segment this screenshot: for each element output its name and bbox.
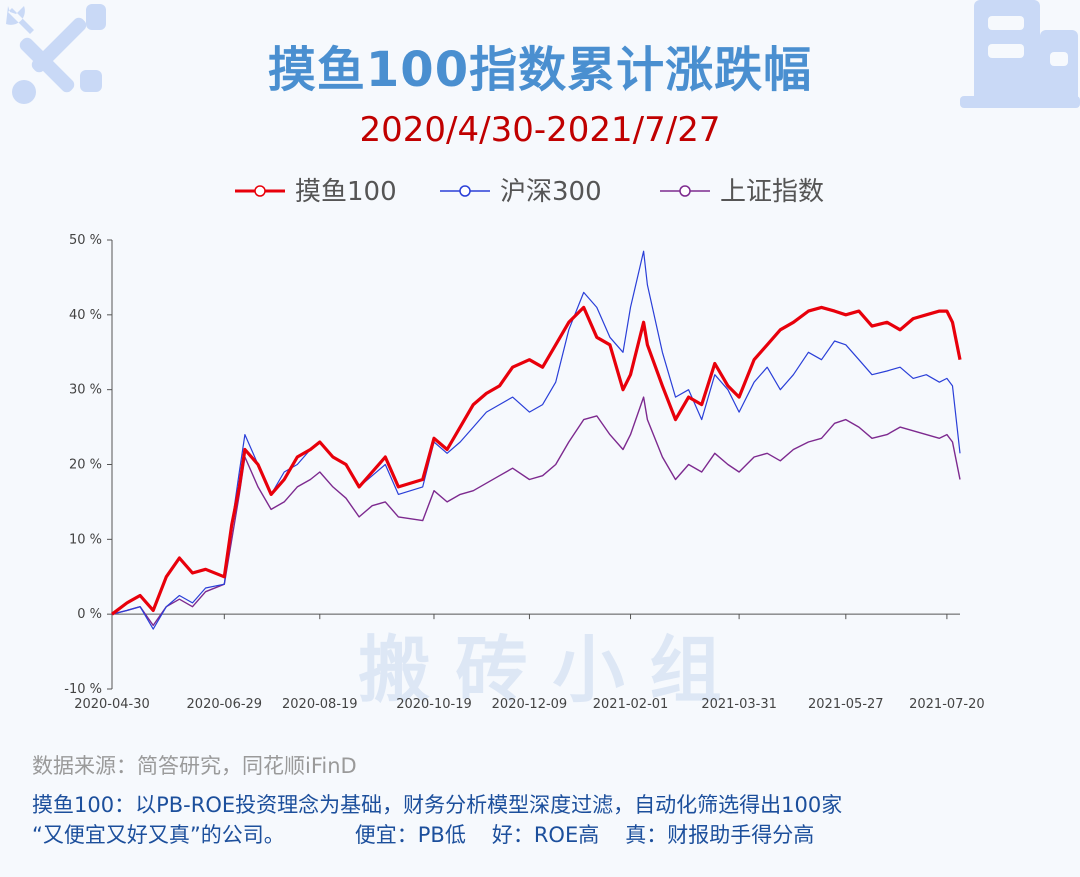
criterion-real: 真：财报助手得分高: [625, 823, 815, 847]
y-tick-label: -10 %: [64, 682, 102, 697]
x-tick-label: 2020-12-09: [492, 697, 568, 712]
y-tick-label: 40 %: [69, 308, 102, 323]
y-tick-label: 30 %: [69, 383, 102, 398]
legend-label: 沪深300: [500, 177, 602, 207]
index-description: 摸鱼100：以PB-ROE投资理念为基础，财务分析模型深度过滤，自动化筛选得出1…: [32, 790, 1072, 850]
building-icon: [960, 0, 1080, 108]
x-tick-label: 2020-06-29: [187, 697, 263, 712]
series-line-shanghai: [111, 396, 961, 627]
description-line-2: “又便宜又好又真”的公司。 便宜：PB低 好：ROE高 真：财报助手得分高: [32, 820, 1072, 850]
x-tick-label: 2020-04-30: [74, 697, 150, 712]
line-chart: 搬 砖 小 组 -10 % 0 % 10 % 20 % 30 % 40 % 50 % 2020-…: [64, 177, 985, 712]
x-tick-label: 2021-02-01: [593, 697, 669, 712]
x-tick-label: 2020-10-19: [396, 697, 472, 712]
legend-marker: [254, 185, 266, 197]
legend-label: 摸鱼100: [295, 177, 397, 207]
x-tick-label: 2021-05-27: [808, 697, 884, 712]
series-line-moyu100: [111, 305, 962, 616]
x-tick-label: 2021-07-20: [909, 697, 985, 712]
criterion-good: 好：ROE高: [491, 823, 600, 847]
y-tick-label: 20 %: [69, 458, 102, 473]
chart-subtitle: 2020/4/30-2021/7/27: [359, 110, 721, 150]
series-line-hs300: [111, 250, 961, 630]
chart-title: 摸鱼100指数累计涨跌幅: [267, 42, 813, 98]
legend-marker: [679, 185, 691, 197]
description-line-1: 摸鱼100：以PB-ROE投资理念为基础，财务分析模型深度过滤，自动化筛选得出1…: [32, 793, 843, 817]
watermark-text: 搬 砖 小 组: [358, 628, 721, 712]
y-tick-label: 10 %: [69, 532, 102, 547]
criterion-cheap: 便宜：PB低: [354, 823, 466, 847]
legend-label: 上证指数: [720, 177, 824, 207]
y-tick-label: 50 %: [69, 233, 102, 248]
data-source: 数据来源：简答研究，同花顺iFinD: [32, 754, 357, 778]
description-quote: “又便宜又好又真”的公司。: [32, 823, 285, 847]
x-tick-label: 2020-08-19: [282, 697, 358, 712]
legend-marker: [459, 185, 471, 197]
wrench-screwdriver-icon: [6, 4, 106, 104]
y-tick-label: 0 %: [77, 607, 102, 622]
x-tick-label: 2021-03-31: [701, 697, 777, 712]
